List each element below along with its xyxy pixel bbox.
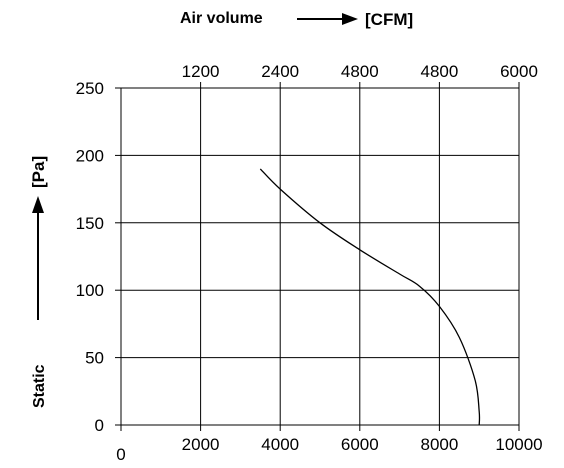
y-tick-label: 0 (95, 416, 104, 435)
y-tick-label: 100 (76, 281, 104, 300)
y-axis: 0 50 100 150 200 250 (76, 79, 121, 435)
y-tick-label: 200 (76, 146, 104, 165)
top-axis-unit: [CFM] (365, 10, 413, 29)
top-axis-arrow (297, 13, 358, 25)
top-tick-label: 4800 (341, 62, 379, 81)
grid-lines (121, 88, 519, 425)
y-axis-label: Static (31, 364, 48, 408)
x-tick-label: 0 (116, 445, 125, 464)
y-axis-unit: [Pa] (29, 156, 48, 188)
top-tick-label: 4800 (420, 62, 458, 81)
y-tick-label: 50 (85, 349, 104, 368)
y-tick-label: 250 (76, 79, 104, 98)
x-tick-label: 8000 (420, 435, 458, 454)
x-tick-label: 10000 (495, 435, 542, 454)
top-tick-label: 2400 (261, 62, 299, 81)
bottom-axis: 0 2000 4000 6000 8000 10000 (116, 425, 543, 464)
plot-frame (120, 87, 520, 426)
top-axis: 1200 2400 4800 4800 6000 (182, 62, 538, 88)
performance-curve (259, 168, 481, 426)
x-tick-label: 2000 (182, 435, 220, 454)
top-tick-label: 1200 (182, 62, 220, 81)
x-tick-label: 4000 (261, 435, 299, 454)
top-axis-label: Air volume (180, 10, 263, 27)
y-axis-arrow (32, 196, 44, 320)
x-tick-label: 6000 (341, 435, 379, 454)
y-tick-label: 150 (76, 214, 104, 233)
top-tick-label: 6000 (500, 62, 538, 81)
